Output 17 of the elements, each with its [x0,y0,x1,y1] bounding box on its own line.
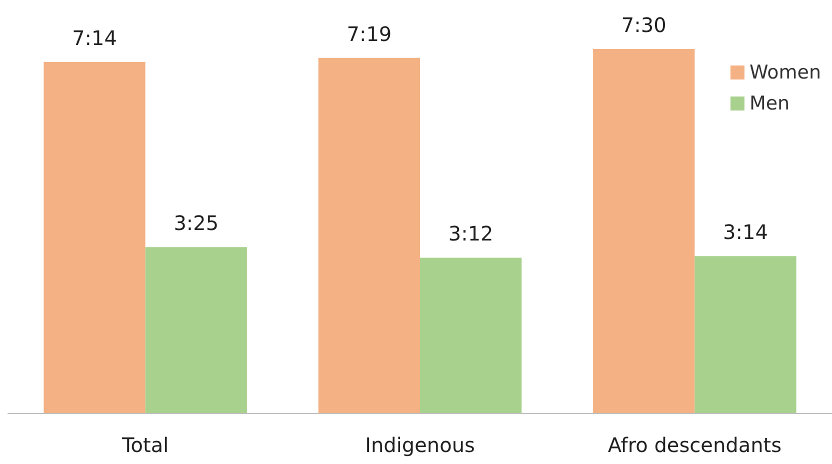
data-label: 3:25 [174,211,219,236]
bar [318,58,420,413]
legend-label: Men [749,92,790,114]
legend-label: Women [749,62,822,84]
bar [145,247,247,413]
data-label: 3:14 [723,220,768,244]
x-tick-label: Indigenous [365,433,475,457]
data-label: 3:12 [448,222,494,246]
data-label: 7:19 [346,22,392,46]
bar [694,256,796,413]
bar [593,49,695,413]
data-label: 7:30 [621,13,666,37]
x-tick-label: Total [120,433,169,457]
bar [44,62,146,413]
data-label: 7:14 [72,26,117,50]
x-tick-label: Afro descendants [608,433,782,457]
bar [420,258,522,413]
